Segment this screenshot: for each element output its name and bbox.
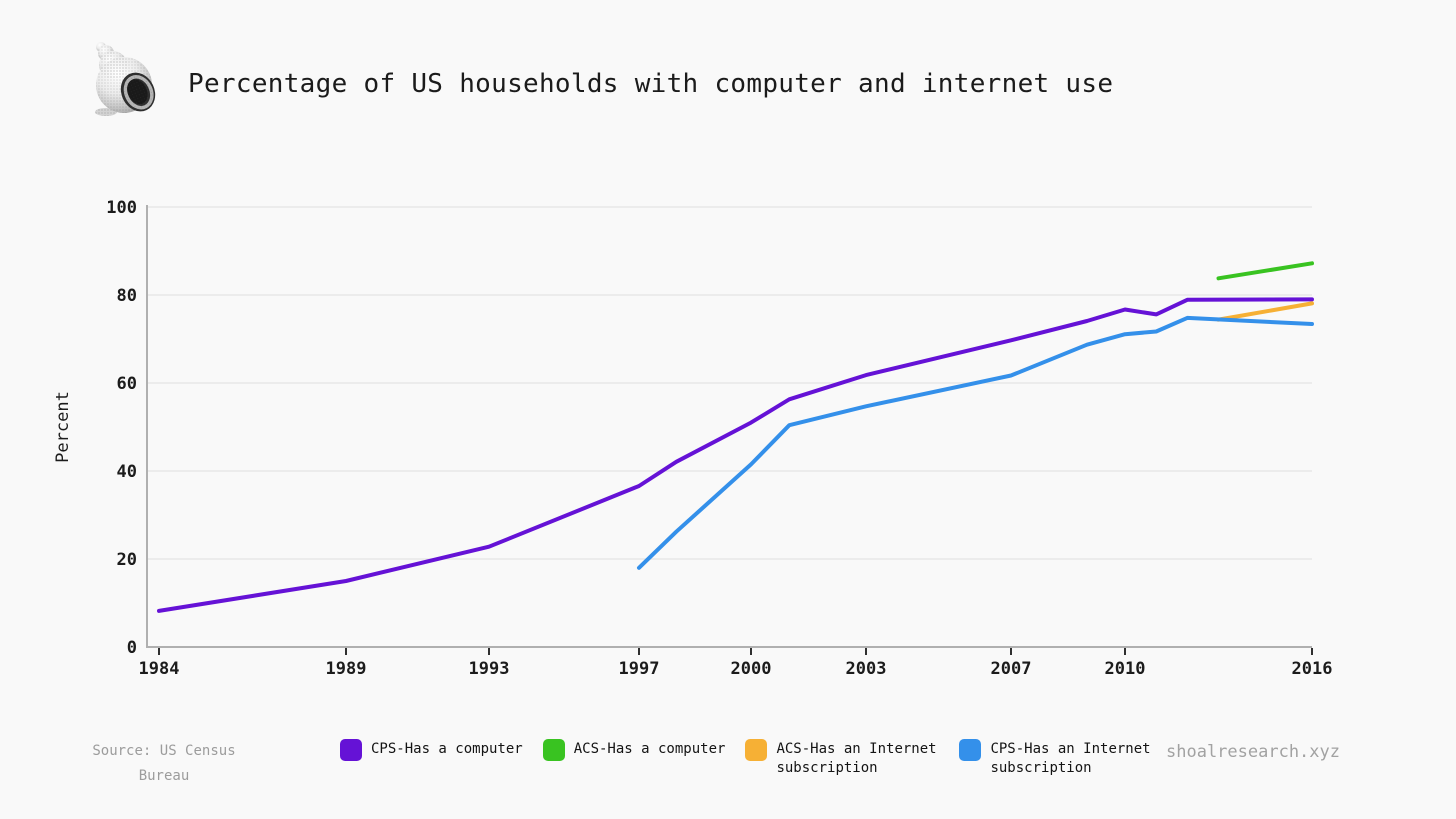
x-tick-label-2000: 2000 (731, 659, 772, 679)
series-line-1-acs-has-a-computer (1216, 261, 1314, 281)
y-tick-label-80: 80 (117, 286, 137, 306)
legend: CPS-Has a computer ACS-Has a computer AC… (340, 739, 1173, 778)
watermark-link: shoalresearch.xyz (1166, 742, 1340, 762)
x-tick-label-2010: 2010 (1105, 659, 1146, 679)
y-tick-label-100: 100 (106, 198, 137, 218)
legend-item-acs-computer: ACS-Has a computer (542, 739, 726, 761)
legend-label: CPS-Has a computer (371, 741, 523, 757)
legend-item-acs-internet: ACS-Has an Internet subscription (745, 739, 939, 778)
y-tick-label-60: 60 (117, 374, 137, 394)
series-line-2-acs-has-an-internet-subscription (1216, 301, 1314, 322)
x-tick-label-1989: 1989 (326, 659, 367, 679)
legend-swatch-cps-internet (959, 739, 982, 761)
x-tick-label-2007: 2007 (991, 659, 1032, 679)
y-tick-label-0: 0 (127, 638, 137, 658)
legend-label: CPS-Has an Internet subscription (990, 741, 1151, 776)
x-tick-label-2016: 2016 (1292, 659, 1333, 679)
x-tick-label-1997: 1997 (619, 659, 660, 679)
x-tick-label-1993: 1993 (469, 659, 510, 679)
x-tick-label-1984: 1984 (139, 659, 180, 679)
source-note: Source: US Census Bureau (92, 743, 236, 784)
line-chart: 1984 1989 1993 1997 2000 2003 2007 2010 2016 0 20 4… (53, 198, 1333, 679)
legend-label: ACS-Has an Internet subscription (776, 741, 937, 776)
y-axis-label: Percent (53, 391, 73, 463)
y-tick-label-20: 20 (117, 550, 137, 570)
legend-label: ACS-Has a computer (573, 741, 726, 757)
y-tick-label-40: 40 (117, 462, 137, 482)
legend-swatch-acs-computer (542, 739, 565, 761)
legend-swatch-acs-internet (745, 739, 768, 761)
seashell-logo-icon (95, 42, 156, 116)
series-line-0-cps-has-a-computer (157, 297, 1314, 613)
series-line-3-cps-has-an-internet-subscription (637, 315, 1314, 570)
x-tick-label-2003: 2003 (846, 659, 887, 679)
legend-item-cps-internet: CPS-Has an Internet subscription (959, 739, 1153, 778)
legend-swatch-cps-computer (340, 739, 362, 761)
chart-title: Percentage of US households with compute… (188, 69, 1114, 99)
legend-item-cps-computer: CPS-Has a computer (340, 739, 523, 761)
